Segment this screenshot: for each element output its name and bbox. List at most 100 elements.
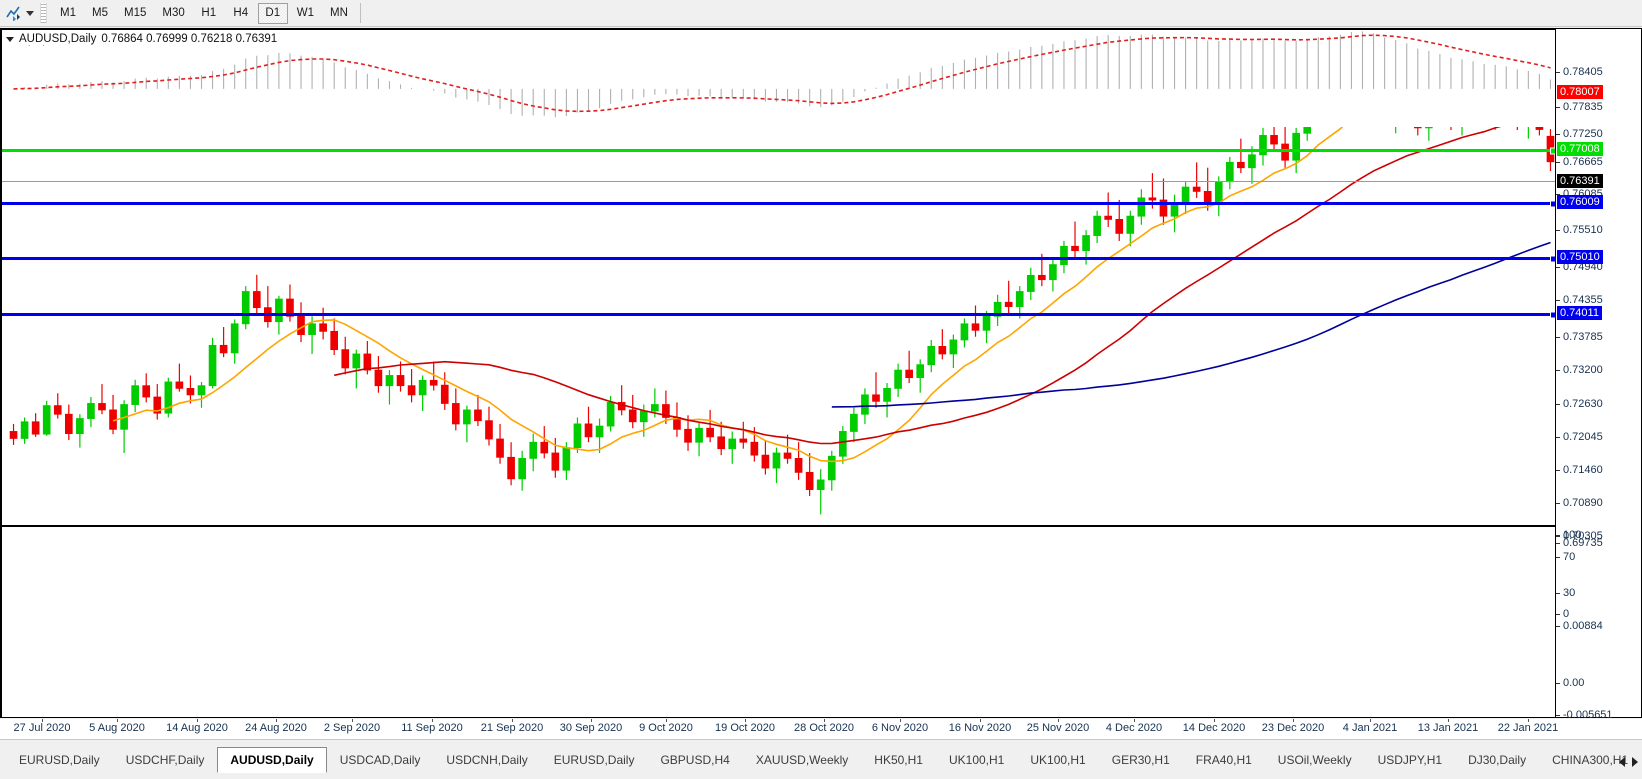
scale-tick (1556, 470, 1560, 471)
chart-tab-hk50-h1[interactable]: HK50,H1 (874, 752, 923, 767)
price-tick-2: 0.77250 (1563, 128, 1603, 140)
date-tick (1370, 719, 1371, 722)
scale-tick (1556, 535, 1560, 536)
tab-scroll-controls[interactable] (1619, 757, 1638, 767)
chart-tab-usoil-weekly[interactable]: USOil,Weekly (1277, 752, 1352, 767)
scale-tick (1556, 162, 1560, 163)
chart-tab-uk100-h1[interactable]: UK100,H1 (1030, 752, 1086, 767)
date-tick (900, 719, 901, 722)
last-price-line-076391[interactable] (2, 181, 1556, 182)
scale-tick (1556, 593, 1560, 594)
timeframe-d1[interactable]: D1 (257, 2, 288, 24)
chevron-down-icon[interactable] (6, 36, 14, 42)
date-tick (352, 719, 353, 722)
scale-tick (1556, 543, 1560, 544)
symbol-ohlc-header: AUDUSD,Daily 0.76864 0.76999 0.76218 0.7… (6, 33, 282, 45)
price-tag-077008[interactable]: 0.77008 (1557, 142, 1603, 156)
timeframe-toolbar: M1 M5 M15 M30 H1 H4 D1 W1 MN (0, 0, 1642, 27)
chart-tab-xauusd-weekly[interactable]: XAUUSD,Weekly (755, 752, 849, 767)
timeframe-m1[interactable]: M1 (60, 7, 76, 19)
timeframe-w1[interactable]: W1 (296, 7, 314, 19)
date-label-9: 19 Oct 2020 (715, 722, 775, 734)
date-label-12: 16 Nov 2020 (948, 722, 1012, 734)
scale-tick (1556, 194, 1560, 195)
date-tick (276, 719, 277, 722)
scale-tick (1556, 300, 1560, 301)
timeframe-m30[interactable]: M30 (162, 7, 185, 19)
date-tick (42, 719, 43, 722)
scale-tick (1556, 614, 1560, 615)
date-label-18: 13 Jan 2021 (1417, 722, 1479, 734)
price-scale[interactable]: 0.78405 0.77835 0.77250 0.76665 0.76085 0.755… (1555, 29, 1641, 721)
scale-tick (1556, 337, 1560, 338)
chart-template-icon[interactable] (3, 3, 25, 23)
scale-tick (1556, 134, 1560, 135)
timeframe-m5[interactable]: M5 (92, 7, 108, 19)
scale-tick (1556, 72, 1560, 73)
price-tag-075010[interactable]: 0.75010 (1557, 250, 1603, 264)
scale-tick (1556, 107, 1560, 108)
support-line-076009-handle[interactable] (1550, 200, 1556, 207)
chart-tab-gbpusd-h4[interactable]: GBPUSD,H4 (660, 752, 730, 767)
scroll-right-icon[interactable] (1632, 757, 1638, 767)
panel-divider-price-rsi[interactable] (2, 525, 1556, 527)
chart-tab-ger30-h1[interactable]: GER30,H1 (1111, 752, 1170, 767)
price-tick-3: 0.76665 (1563, 156, 1603, 168)
chart-tab-china300-h1[interactable]: CHINA300,H1 (1552, 752, 1629, 767)
scale-tick (1556, 683, 1560, 684)
chart-tab-bar: EURUSD,Daily USDCHF,Daily AUDUSD,Daily USDC… (0, 739, 1642, 779)
rsi-tick-2: 30 (1563, 587, 1576, 599)
chart-tab-usdcnh-daily[interactable]: USDCNH,Daily (446, 752, 528, 767)
date-tick (824, 719, 825, 722)
chart-area[interactable]: AUDUSD,Daily 0.76864 0.76999 0.76218 0.7… (0, 28, 1642, 721)
chart-tab-usdjpy-h1[interactable]: USDJPY,H1 (1377, 752, 1443, 767)
date-tick (512, 719, 513, 722)
date-label-16: 23 Dec 2020 (1261, 722, 1325, 734)
chart-tab-fra40-h1[interactable]: FRA40,H1 (1195, 752, 1252, 767)
timeframe-h4[interactable]: H4 (233, 7, 249, 19)
price-tag-076009[interactable]: 0.76009 (1557, 195, 1603, 209)
chart-tab-usdchf-daily[interactable]: USDCHF,Daily (125, 752, 205, 767)
level-line-077008[interactable] (2, 147, 1556, 154)
support-line-075010[interactable] (2, 255, 1556, 262)
chevron-down-icon[interactable] (26, 10, 34, 16)
price-tag-078007[interactable]: 0.78007 (1557, 85, 1603, 99)
timeframe-h1[interactable]: H1 (201, 7, 217, 19)
date-tick (666, 719, 667, 722)
rsi-tick-1: 70 (1563, 551, 1576, 563)
date-label-2: 14 Aug 2020 (166, 722, 228, 734)
support-line-075010-handle[interactable] (1550, 255, 1556, 262)
price-tick-6: 0.74940 (1563, 261, 1603, 273)
chart-tab-eurusd-daily[interactable]: EURUSD,Daily (553, 752, 635, 767)
macd-panel[interactable]: MACD(12,26,9) 0.002010 0.003686 (2, 29, 1556, 127)
date-axis: 27 Jul 2020 5 Aug 2020 14 Aug 2020 24 Aug 2… (0, 719, 1642, 739)
toolbar-drag-grip[interactable] (40, 3, 47, 23)
date-tick (1528, 719, 1529, 722)
scale-tick (1556, 626, 1560, 627)
price-tag-074011[interactable]: 0.74011 (1557, 306, 1602, 320)
chart-tab-dj30-daily[interactable]: DJ30,Daily (1468, 752, 1527, 767)
support-line-076009[interactable] (2, 200, 1556, 207)
scale-tick (1556, 715, 1560, 716)
chart-tab-uk100-h1[interactable]: UK100,H1 (948, 752, 1005, 767)
date-label-8: 9 Oct 2020 (639, 722, 693, 734)
scale-tick (1556, 536, 1560, 537)
price-tick-1: 0.77835 (1563, 101, 1603, 113)
timeframe-m15[interactable]: M15 (124, 7, 147, 19)
price-tick-8: 0.73785 (1563, 331, 1603, 343)
scroll-left-icon[interactable] (1619, 757, 1625, 767)
chart-tab-audusd-daily[interactable]: AUDUSD,Daily (217, 746, 327, 773)
date-label-5: 11 Sep 2020 (401, 722, 463, 734)
price-tag-076391[interactable]: 0.76391 (1557, 174, 1603, 188)
level-line-077008-handle[interactable] (1550, 147, 1556, 154)
date-label-15: 14 Dec 2020 (1182, 722, 1246, 734)
chart-tab-usdcad-daily[interactable]: USDCAD,Daily (339, 752, 421, 767)
scale-tick (1556, 267, 1560, 268)
date-tick (1448, 719, 1449, 722)
timeframe-mn[interactable]: MN (330, 7, 348, 19)
support-line-074011[interactable] (2, 311, 1556, 318)
support-line-074011-handle[interactable] (1550, 311, 1556, 318)
chart-tab-eurusd-daily[interactable]: EURUSD,Daily (19, 752, 100, 767)
macd-tick-0: 0.00884 (1563, 620, 1603, 632)
